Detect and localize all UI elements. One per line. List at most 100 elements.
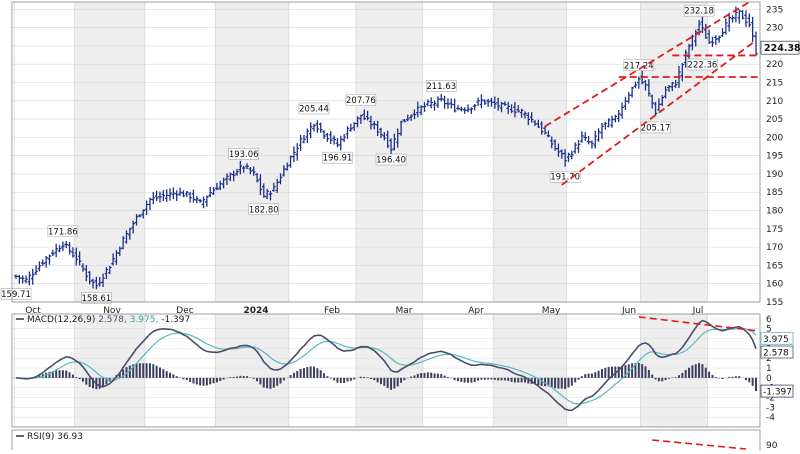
macd-histogram-bar — [253, 378, 255, 379]
price-annotation-label: 193.06 — [229, 150, 259, 160]
macd-histogram-bar — [598, 371, 600, 378]
ohlc-bar — [436, 96, 440, 108]
macd-histogram-bar — [256, 378, 258, 381]
macd-histogram-bar — [748, 378, 750, 382]
macd-histogram-bar — [732, 377, 734, 378]
price-y-tick-label: 190 — [766, 170, 783, 180]
macd-histogram-bar — [658, 378, 660, 381]
ohlc-bar — [302, 135, 306, 143]
price-y-tick-label: 210 — [766, 97, 783, 107]
macd-histogram-bar — [487, 378, 489, 380]
macd-histogram-bar — [246, 376, 248, 378]
macd-y-tick-label: -4 — [766, 413, 775, 423]
macd-histogram-bar — [300, 369, 302, 378]
rsi-title: RSI(9) 36.93 — [27, 432, 83, 442]
macd-histogram-bar — [675, 377, 677, 378]
macd-histogram-bar — [424, 373, 426, 378]
ohlc-bar — [624, 97, 628, 110]
macd-histogram-bar — [176, 376, 178, 378]
macd-histogram-bar — [444, 376, 446, 378]
macd-histogram-bar — [728, 377, 730, 378]
x-month-label: Dec — [176, 306, 193, 316]
ohlc-bar — [748, 13, 752, 27]
macd-histogram-bar — [681, 373, 683, 378]
ohlc-bar — [295, 143, 299, 161]
macd-histogram-bar — [705, 368, 707, 378]
macd-histogram-bar — [698, 363, 700, 378]
macd-histogram-bar — [65, 370, 67, 377]
macd-histogram-bar — [460, 378, 462, 382]
macd-histogram-bar — [276, 378, 278, 386]
macd-histogram-bar — [346, 378, 348, 382]
macd-histogram-bar — [752, 378, 754, 386]
macd-histogram-bar — [645, 366, 647, 378]
ohlc-bar — [68, 242, 72, 255]
macd-histogram-bar — [665, 378, 667, 380]
price-y-tick-label: 220 — [766, 60, 783, 70]
macd-histogram-bar — [172, 374, 174, 378]
macd-histogram-bar — [474, 378, 476, 382]
macd-histogram-bar — [223, 378, 225, 380]
macd-histogram-bar — [557, 378, 559, 389]
ohlc-bar — [737, 10, 741, 24]
ohlc-bar — [165, 189, 169, 202]
macd-histogram-bar — [591, 374, 593, 378]
macd-histogram-bar — [159, 367, 161, 377]
macd-histogram-bar — [661, 378, 663, 381]
ohlc-bar — [148, 198, 152, 211]
macd-histogram-bar — [229, 377, 231, 378]
x-month-label: Feb — [324, 306, 340, 316]
macd-histogram-bar — [290, 375, 292, 378]
macd-histogram-bar — [336, 378, 338, 383]
macd-histogram-bar — [434, 373, 436, 377]
ohlc-bar — [449, 99, 453, 109]
ohlc-bar — [14, 274, 18, 278]
ohlc-bar — [31, 269, 35, 285]
macd-histogram-bar — [303, 368, 305, 378]
macd-histogram-bar — [521, 378, 523, 382]
macd-histogram-bar — [410, 377, 412, 378]
ohlc-bar — [617, 110, 621, 122]
macd-histogram-bar — [269, 378, 271, 389]
price-annotation-label: 159.71 — [1, 290, 31, 300]
macd-histogram-bar — [166, 371, 168, 378]
ohlc-bar — [607, 118, 611, 127]
ohlc-bar — [580, 131, 584, 143]
ohlc-bar — [312, 124, 316, 132]
macd-histogram-bar — [578, 378, 580, 380]
rsi-panel-frame — [12, 430, 760, 450]
ohlc-bar — [349, 124, 353, 132]
macd-histogram-bar — [554, 378, 556, 388]
ohlc-bar — [570, 151, 574, 160]
ohlc-bar — [168, 188, 172, 200]
ohlc-bar — [573, 142, 577, 153]
macd-histogram-bar — [718, 378, 720, 379]
macd-histogram-bar — [564, 378, 566, 389]
macd-histogram-bar — [567, 378, 569, 388]
month-shade — [640, 2, 707, 302]
macd-histogram-bar — [511, 378, 513, 382]
macd-histogram-bar — [551, 378, 553, 387]
macd-histogram-bar — [480, 378, 482, 380]
ohlc-bar — [18, 275, 22, 284]
ohlc-bar — [443, 96, 447, 109]
ohlc-bar — [610, 116, 614, 128]
macd-histogram-bar — [280, 378, 282, 384]
macd-histogram-bar — [638, 363, 640, 378]
macd-histogram-bar — [259, 378, 261, 385]
ohlc-bar — [306, 128, 310, 143]
ohlc-bar — [24, 275, 28, 283]
macd-title-group: MACD(12,26,9) 2.578, 3.975, -1.397 — [16, 315, 190, 325]
ohlc-bar — [195, 196, 199, 203]
macd-month-shade — [356, 314, 423, 427]
price-y-tick-label: 215 — [766, 78, 783, 88]
ohlc-bar — [620, 103, 624, 119]
x-month-label: Oct — [25, 306, 41, 316]
ohlc-bar — [336, 138, 340, 147]
price-annotation-label: 207.76 — [346, 96, 376, 106]
macd-histogram-bar — [72, 375, 74, 378]
rsi-y-tick-label: 90 — [766, 441, 778, 450]
price-annotation-label: 232.18 — [684, 7, 714, 17]
macd-histogram-bar — [142, 363, 144, 378]
macd-histogram-bar — [192, 378, 194, 384]
